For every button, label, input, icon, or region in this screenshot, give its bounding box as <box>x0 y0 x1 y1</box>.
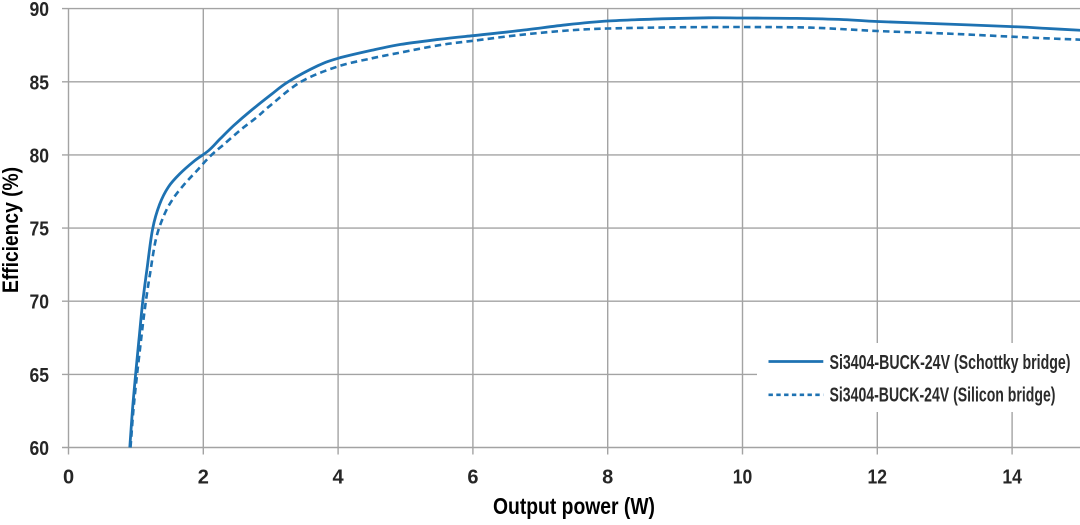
svg-text:Output power (W): Output power (W) <box>493 493 655 519</box>
svg-text:Si3404-BUCK-24V (Silicon bridg: Si3404-BUCK-24V (Silicon bridge) <box>830 385 1056 407</box>
svg-text:60: 60 <box>30 438 50 460</box>
svg-text:12: 12 <box>868 467 888 489</box>
svg-text:6: 6 <box>467 467 478 489</box>
svg-text:80: 80 <box>30 145 50 167</box>
svg-text:10: 10 <box>733 467 753 489</box>
svg-text:90: 90 <box>30 0 50 21</box>
svg-text:70: 70 <box>30 292 50 314</box>
svg-text:14: 14 <box>1002 467 1022 489</box>
svg-text:8: 8 <box>602 467 613 489</box>
svg-text:0: 0 <box>63 467 74 489</box>
svg-text:Efficiency (%): Efficiency (%) <box>0 167 23 293</box>
svg-text:85: 85 <box>30 72 50 94</box>
svg-text:2: 2 <box>198 467 209 489</box>
svg-text:4: 4 <box>333 467 345 489</box>
svg-text:Si3404-BUCK-24V (Schottky brid: Si3404-BUCK-24V (Schottky bridge) <box>830 352 1071 374</box>
svg-text:75: 75 <box>30 219 50 241</box>
svg-text:65: 65 <box>30 365 50 387</box>
